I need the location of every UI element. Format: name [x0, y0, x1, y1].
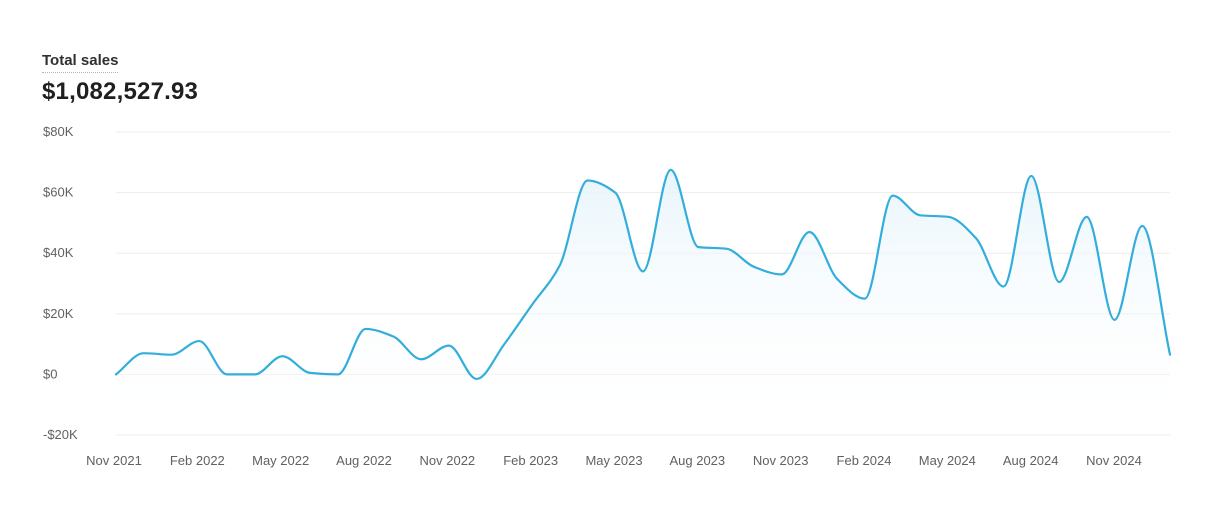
x-tick-label: May 2022 [252, 453, 309, 468]
data-point[interactable] [611, 189, 619, 197]
x-tick-label: Nov 2022 [420, 453, 476, 468]
data-point[interactable] [389, 333, 397, 341]
data-point[interactable] [1000, 283, 1008, 291]
sales-area [116, 169, 1170, 435]
x-axis: Nov 2021 Feb 2022 May 2022 Aug 2022 Nov 2022… [86, 453, 1142, 468]
x-tick-label: Feb 2022 [170, 453, 225, 468]
data-point[interactable] [556, 261, 564, 269]
data-point[interactable] [473, 375, 481, 383]
data-point[interactable] [667, 166, 675, 174]
data-point[interactable] [889, 192, 897, 200]
y-tick-label: $80K [43, 124, 74, 139]
data-point[interactable] [750, 263, 758, 271]
data-point[interactable] [251, 370, 259, 378]
data-point[interactable] [722, 245, 730, 253]
x-tick-label: Nov 2023 [753, 453, 809, 468]
data-point[interactable] [1111, 316, 1119, 324]
data-point[interactable] [167, 351, 175, 359]
data-point[interactable] [861, 295, 869, 303]
metric-title[interactable]: Total sales [42, 52, 119, 73]
x-tick-label: Aug 2022 [336, 453, 392, 468]
x-tick-label: Nov 2024 [1086, 453, 1142, 468]
x-tick-label: Feb 2023 [503, 453, 558, 468]
data-point[interactable] [140, 349, 148, 357]
data-point[interactable] [362, 325, 370, 333]
y-tick-label: $20K [43, 306, 74, 321]
data-point[interactable] [223, 370, 231, 378]
data-point[interactable] [639, 267, 647, 275]
x-tick-label: May 2024 [919, 453, 976, 468]
data-point[interactable] [112, 370, 120, 378]
data-point[interactable] [1027, 172, 1035, 180]
data-point[interactable] [833, 275, 841, 283]
data-point[interactable] [1055, 278, 1063, 286]
y-tick-label: -$20K [43, 427, 78, 442]
y-tick-label: $40K [43, 245, 74, 260]
data-point[interactable] [334, 370, 342, 378]
data-point[interactable] [445, 342, 453, 350]
data-point[interactable] [972, 234, 980, 242]
series-line-total-sales[interactable] [114, 168, 1172, 381]
data-point[interactable] [500, 340, 508, 348]
data-point[interactable] [694, 243, 702, 251]
y-tick-label: $0 [43, 366, 57, 381]
x-tick-label: Aug 2023 [669, 453, 725, 468]
x-tick-label: Feb 2024 [837, 453, 892, 468]
data-point[interactable] [1166, 351, 1174, 359]
data-point[interactable] [805, 228, 813, 236]
data-point[interactable] [584, 176, 592, 184]
x-tick-label: Aug 2024 [1003, 453, 1059, 468]
data-point[interactable] [417, 355, 425, 363]
y-axis: $80K $60K $40K $20K $0 -$20K [43, 124, 78, 442]
data-point[interactable] [528, 301, 536, 309]
x-tick-label: Nov 2021 [86, 453, 142, 468]
y-tick-label: $60K [43, 185, 74, 200]
metric-value: $1,082,527.93 [42, 78, 199, 105]
data-point[interactable] [916, 211, 924, 219]
data-point[interactable] [306, 369, 314, 377]
data-point[interactable] [778, 270, 786, 278]
data-point[interactable] [1138, 222, 1146, 230]
data-point[interactable] [195, 337, 203, 345]
data-point[interactable] [944, 213, 952, 221]
x-tick-label: May 2023 [585, 453, 642, 468]
data-point[interactable] [1083, 213, 1091, 221]
data-point[interactable] [278, 352, 286, 360]
